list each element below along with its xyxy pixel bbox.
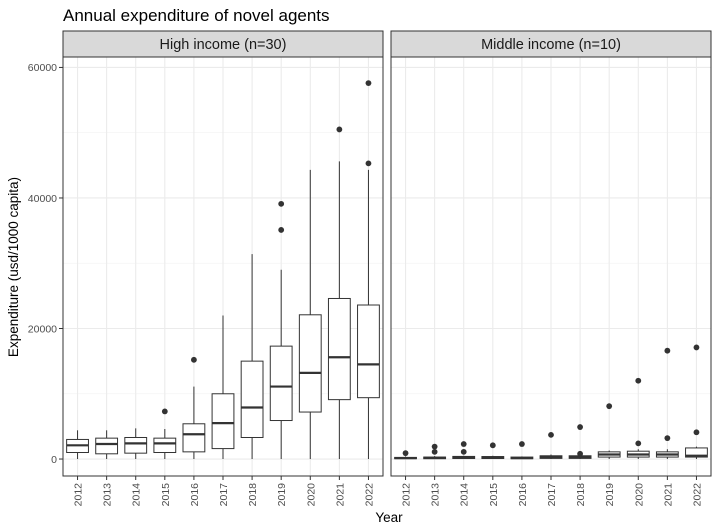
outlier-point (693, 429, 700, 436)
x-axis-ticks-middle-income: 2012 2013 2014 2015 2016 2017 2018 2019 2020 2021… (401, 476, 703, 507)
y-tick-label: 20000 (28, 323, 57, 335)
y-axis-ticks: 0 20000 40000 60000 (28, 62, 63, 466)
x-tick-label: 2014 (459, 483, 471, 507)
boxes-high-income (66, 80, 380, 460)
x-axis-title: Year (375, 510, 403, 525)
strip-label-middle-income: Middle income (n=10) (481, 37, 621, 53)
x-tick-label: 2017 (546, 483, 558, 507)
y-axis-title: Expenditure (usd/1000 capita) (6, 177, 21, 357)
outlier-point (519, 441, 525, 447)
box-2019 (269, 200, 293, 460)
box-2020 (626, 377, 650, 460)
chart-title: Annual expenditure of novel agents (63, 6, 330, 25)
box-2012 (394, 450, 417, 460)
y-tick-label: 0 (51, 454, 57, 466)
box-2015 (481, 442, 505, 460)
box-iqr (124, 436, 148, 454)
x-tick-label: 2015 (160, 483, 172, 507)
box-iqr (211, 393, 235, 450)
gridlines-middle-income (391, 57, 711, 476)
x-tick-label: 2013 (102, 483, 114, 507)
strip-label-high-income: High income (n=30) (160, 37, 287, 53)
boxes-middle-income (394, 344, 708, 460)
box-2013 (423, 443, 447, 460)
x-tick-label: 2018 (247, 483, 259, 507)
outlier-point (460, 448, 467, 455)
box-iqr (357, 304, 380, 399)
box-iqr (240, 360, 264, 438)
box-iqr (269, 345, 293, 422)
outlier-point (635, 440, 642, 447)
box-2020 (298, 169, 322, 460)
box-2016 (182, 356, 206, 460)
outlier-point (577, 450, 583, 457)
outlier-point (161, 408, 168, 415)
outlier-point (664, 347, 671, 354)
outlier-point (606, 403, 613, 410)
box-iqr (685, 447, 708, 458)
outlier-point (548, 431, 554, 438)
box-2013 (95, 430, 119, 460)
x-tick-label: 2012 (73, 483, 85, 507)
outlier-point (635, 377, 642, 384)
y-tick-label: 40000 (28, 193, 57, 205)
x-tick-label: 2020 (633, 483, 645, 507)
x-tick-label: 2021 (662, 483, 674, 507)
outlier-point (431, 448, 438, 455)
panel-high-income: High income (n=30) 0 20000 40000 60000 2012… (28, 30, 384, 507)
strip-high-income (62, 30, 384, 58)
outlier-point (489, 442, 496, 449)
outlier-point (278, 200, 285, 207)
x-tick-label: 2016 (517, 483, 529, 507)
outlier-point (693, 344, 700, 351)
x-tick-label: 2017 (218, 483, 230, 507)
box-2021 (327, 126, 351, 460)
x-tick-label: 2012 (401, 483, 413, 507)
outlier-point (577, 424, 583, 430)
x-tick-label: 2014 (131, 483, 143, 507)
outlier-point (278, 227, 285, 233)
outlier-point (431, 443, 438, 450)
outlier-point (460, 441, 467, 447)
box-2015 (153, 408, 177, 460)
outlier-point (191, 356, 197, 363)
outlier-point (336, 126, 343, 133)
x-tick-label: 2020 (305, 483, 317, 507)
box-2014 (452, 441, 476, 460)
panel-middle-income: Middle income (n=10) 2012 2013 2014 2015 201… (390, 30, 712, 507)
x-tick-label: 2022 (691, 483, 703, 507)
box-iqr (153, 437, 177, 454)
box-2012 (66, 430, 89, 460)
x-tick-label: 2016 (189, 483, 201, 507)
box-2022 (357, 80, 380, 460)
box-2018 (568, 424, 592, 460)
box-iqr (182, 423, 206, 453)
x-tick-label: 2015 (488, 483, 500, 507)
x-tick-label: 2018 (575, 483, 587, 507)
x-tick-label: 2019 (604, 483, 616, 507)
y-tick-label: 60000 (28, 62, 57, 74)
box-2021 (655, 347, 679, 460)
x-axis-ticks-high-income: 2012 2013 2014 2015 2016 2017 2018 2019 2020 2021… (73, 476, 375, 507)
outlier-point (664, 435, 671, 442)
outlier-point (402, 450, 409, 457)
box-2016 (510, 441, 534, 460)
box-2018 (240, 254, 264, 460)
box-iqr (95, 437, 119, 455)
x-tick-label: 2013 (430, 483, 442, 507)
outlier-point (365, 160, 372, 167)
x-tick-label: 2022 (363, 483, 375, 507)
x-tick-label: 2021 (334, 483, 346, 507)
outlier-point (365, 80, 372, 87)
box-2017 (539, 431, 563, 460)
box-2022 (685, 344, 708, 460)
box-2017 (211, 315, 235, 460)
box-iqr (298, 314, 322, 413)
box-2019 (597, 403, 621, 460)
box-2014 (124, 428, 148, 460)
box-iqr (327, 297, 351, 401)
x-tick-label: 2019 (276, 483, 288, 507)
